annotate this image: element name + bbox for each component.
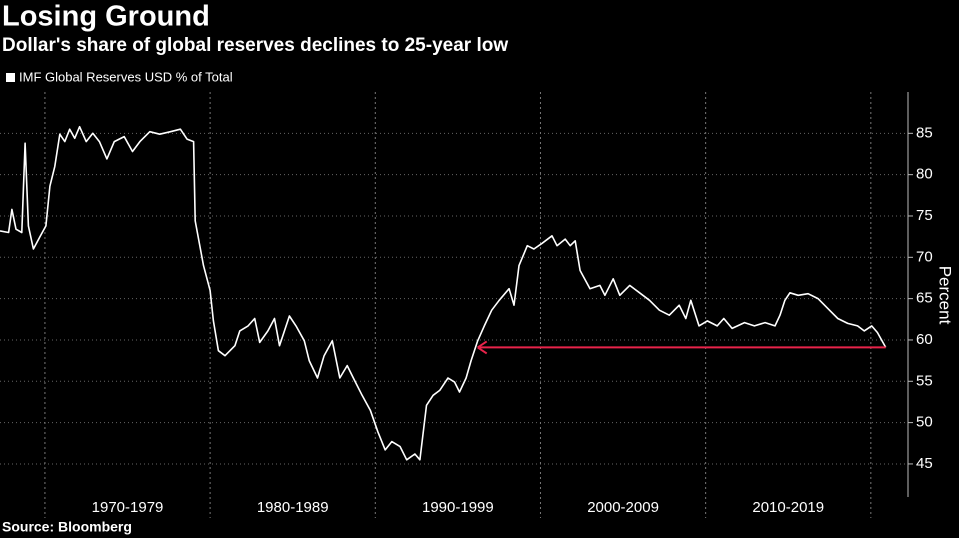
legend-swatch [6,73,15,82]
chart-subtitle: Dollar's share of global reserves declin… [2,35,508,56]
y-tick-label: 45 [916,455,933,472]
x-tick-label: 1980-1989 [257,499,329,516]
y-axis-label: Percent [936,266,955,325]
y-tick-label: 65 [916,290,933,307]
x-tick-label: 2000-2009 [587,499,659,516]
x-tick-label: 2010-2019 [752,499,824,516]
y-tick-label: 60 [916,331,933,348]
y-tick-label: 85 [916,124,933,141]
legend-label: IMF Global Reserves USD % of Total [19,69,233,84]
annotation-arrowhead [477,340,488,355]
y-tick-label: 50 [916,414,933,431]
y-tick-label: 55 [916,372,933,389]
y-tick-label: 75 [916,207,933,224]
x-tick-label: 1990-1999 [422,499,494,516]
y-tick-label: 70 [916,248,933,265]
data-line [0,125,887,461]
source: Source: Bloomberg [2,519,132,535]
chart-title: Losing Ground [2,1,210,33]
y-tick-label: 80 [916,166,933,183]
x-tick-label: 1970-1979 [92,499,164,516]
